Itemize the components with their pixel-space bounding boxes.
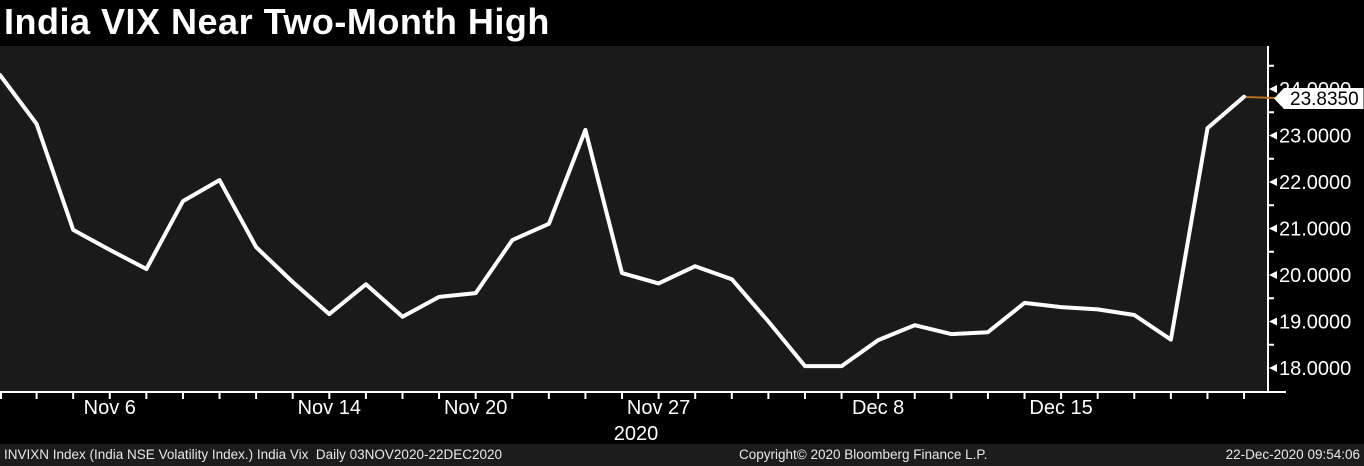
x-tick	[35, 393, 38, 399]
x-tick	[950, 393, 953, 399]
x-tick	[145, 393, 148, 399]
x-tick	[730, 393, 733, 399]
x-tick	[218, 393, 221, 399]
y-major-tick	[1269, 317, 1277, 326]
x-tick	[621, 393, 624, 399]
x-tick	[401, 393, 404, 399]
x-tick	[1133, 393, 1136, 399]
x-tick	[877, 393, 880, 399]
x-tick	[255, 393, 258, 399]
x-tick	[474, 393, 477, 399]
x-axis-label: Nov 20	[444, 397, 507, 419]
x-tick	[1206, 393, 1209, 399]
x-tick	[108, 393, 111, 399]
y-axis-label: 23.0000	[1279, 126, 1351, 148]
x-axis-year-label: 2020	[614, 423, 659, 445]
x-tick	[1243, 393, 1246, 399]
x-axis-label: Nov 6	[84, 397, 136, 419]
y-axis: 24.000023.000022.000021.000020.000019.00…	[1269, 64, 1351, 380]
y-major-tick	[1269, 131, 1277, 140]
x-tick	[1169, 393, 1172, 399]
x-tick	[511, 393, 514, 399]
y-axis-label: 19.0000	[1279, 312, 1351, 334]
x-tick	[364, 393, 367, 399]
y-minor-tick	[1269, 204, 1274, 207]
x-axis-line	[0, 391, 1286, 393]
y-major-tick	[1269, 85, 1277, 93]
x-tick	[694, 393, 697, 399]
price-series	[0, 73, 1247, 369]
y-minor-tick	[1269, 64, 1274, 67]
footer-copyright: Copyright© 2020 Bloomberg Finance L.P.	[739, 447, 988, 462]
footer-bar: INVIXN Index (India NSE Volatility Index…	[0, 444, 1364, 466]
y-axis-label: 22.0000	[1279, 172, 1351, 194]
y-major-tick	[1269, 364, 1277, 372]
footer-timestamp: 22-Dec-2020 09:54:06	[1225, 447, 1360, 462]
y-minor-tick	[1269, 157, 1274, 160]
y-minor-tick	[1269, 297, 1274, 300]
x-tick	[72, 393, 75, 399]
x-tick	[840, 393, 843, 399]
x-tick	[767, 393, 770, 399]
x-tick	[547, 393, 550, 399]
x-tick	[1096, 393, 1099, 399]
y-minor-tick	[1269, 250, 1274, 253]
x-tick	[803, 393, 806, 399]
last-price-badge-shape	[1274, 88, 1364, 109]
x-tick	[438, 393, 441, 399]
y-major-tick	[1269, 271, 1277, 279]
y-axis-label: 18.0000	[1279, 358, 1351, 380]
x-tick	[1023, 393, 1026, 399]
last-price-badge: 23.8350	[1274, 88, 1364, 110]
chart-title: India VIX Near Two-Month High	[0, 0, 1364, 46]
x-axis-label: Nov 27	[627, 397, 690, 419]
y-major-tick	[1269, 224, 1277, 233]
y-major-tick	[1269, 178, 1277, 186]
x-tick	[1060, 393, 1063, 399]
x-axis-label: Dec 8	[852, 397, 904, 419]
price-line	[0, 73, 1247, 369]
x-axis-label: Dec 15	[1029, 397, 1092, 419]
x-axis-label: Nov 14	[298, 397, 361, 419]
x-axis: Nov 6 Nov 14 Nov 20 Nov 27 Dec 8 Dec 15 2020	[0, 393, 1246, 445]
x-tick	[657, 393, 660, 399]
x-tick	[0, 393, 2, 399]
x-tick	[291, 393, 294, 399]
x-tick	[584, 393, 587, 399]
plot-area[interactable]	[0, 46, 1268, 391]
last-price-badge-value: 23.8350	[1290, 89, 1359, 110]
x-tick	[328, 393, 331, 399]
x-tick	[913, 393, 916, 399]
y-axis-label: 20.0000	[1279, 265, 1351, 287]
y-minor-tick	[1269, 111, 1274, 114]
y-minor-tick	[1269, 343, 1274, 346]
y-axis-label: 21.0000	[1279, 219, 1351, 241]
footer-ticker-info: INVIXN Index (India NSE Volatility Index…	[4, 447, 503, 462]
last-price-connector-line	[1245, 96, 1277, 99]
x-tick	[181, 393, 184, 399]
x-tick	[986, 393, 989, 399]
y-axis-line	[1267, 46, 1269, 393]
